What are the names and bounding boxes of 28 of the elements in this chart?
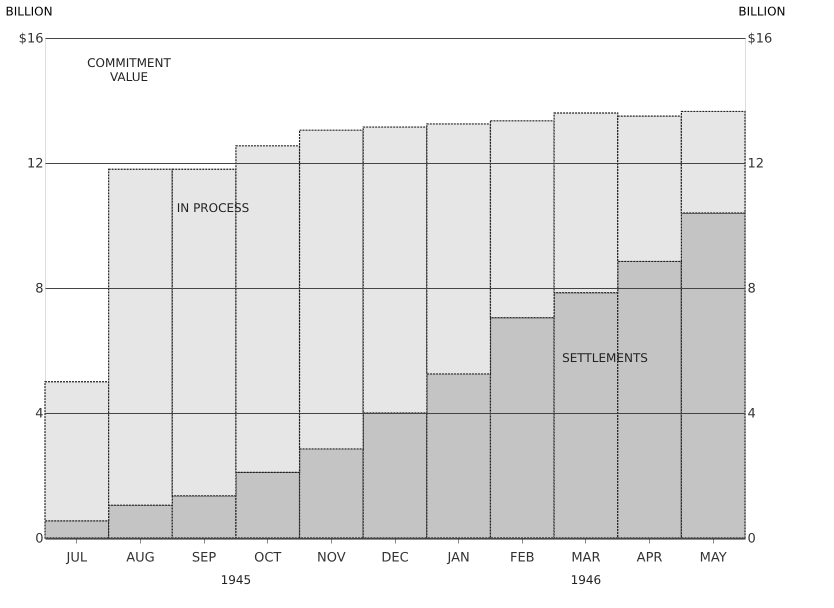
x-tick-label: JAN (446, 550, 470, 566)
y-tick-label: $16 (18, 32, 44, 46)
text: 1946 (570, 573, 602, 587)
text: 1945 (220, 573, 252, 587)
x-tick-label: JUL (66, 550, 88, 566)
annotation: COMMITMENT VALUE (87, 56, 172, 84)
y-tick-label: 4 (35, 406, 44, 422)
y2-axis-title: BILLION (738, 4, 786, 18)
y2-tick-label: $16 (748, 32, 772, 46)
x-tick-label: FEB (510, 550, 535, 566)
x-tick-label: NOV (317, 550, 346, 566)
series-label: SETTLEMENTS (562, 351, 648, 365)
x-tick-label: AUG (126, 550, 155, 566)
x-tick-label: MAY (700, 550, 727, 566)
y2-tick-label: 12 (748, 156, 764, 172)
series-label: IN PROCESS (176, 201, 250, 215)
x-tick-label: OCT (254, 550, 282, 566)
y2-tick-label: 0 (748, 532, 756, 546)
y-axis-title: BILLION (6, 4, 53, 18)
y2-tick-label: 8 (748, 282, 756, 296)
x-tick-label: APR (636, 550, 662, 566)
x-tick-label: MAR (571, 550, 600, 566)
y-tick-label: 12 (26, 156, 44, 172)
y-tick-label: 8 (35, 282, 44, 296)
y2-tick-label: 4 (748, 406, 756, 422)
x-tick-label: SEP (192, 550, 216, 566)
x-tick-label: DEC (381, 550, 409, 566)
y-tick-label: 0 (35, 532, 44, 546)
